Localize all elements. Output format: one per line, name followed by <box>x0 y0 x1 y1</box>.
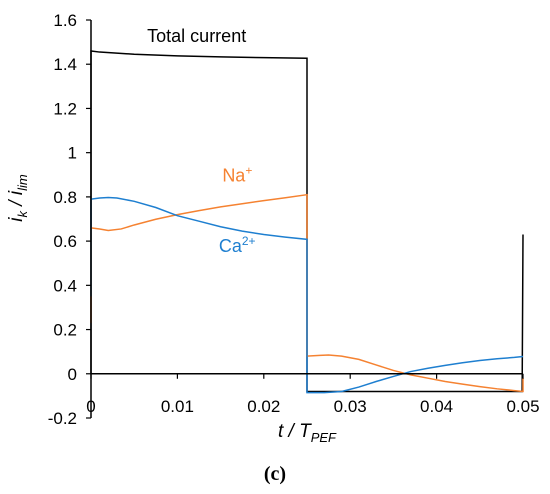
y-tick-label: 0.2 <box>53 321 77 340</box>
annotations: Total current Na+ Ca2+ <box>147 26 255 256</box>
x-tick-label: 0 <box>86 397 95 416</box>
tick-labels: -0.2 0 0.2 0.4 0.6 0.8 1 1.2 1.4 1.6 0 0.01 0.02 0.03… <box>48 11 540 428</box>
y-tick-label: 0.6 <box>53 232 77 251</box>
annotation-total-current: Total current <box>147 26 246 46</box>
axis-titles: t / TPEF ik / ilim (c) <box>6 174 337 485</box>
series-line-na <box>90 193 524 393</box>
x-tick-label: 0.04 <box>420 397 453 416</box>
series-line-ca <box>90 196 524 394</box>
x-tick-label: 0.03 <box>334 397 367 416</box>
x-axis-title: t / TPEF <box>278 421 337 445</box>
annotation-na: Na+ <box>222 163 252 185</box>
y-tick-label: 0.8 <box>53 188 77 207</box>
x-tick-label: 0.05 <box>506 397 539 416</box>
y-tick-label: 1.4 <box>53 55 77 74</box>
y-tick-label: 0 <box>68 365 77 384</box>
x-tick-label: 0.02 <box>247 397 280 416</box>
axes <box>86 19 524 419</box>
series-line-total <box>90 50 524 393</box>
plot-lines <box>90 50 524 394</box>
y-tick-label: 0.4 <box>53 276 77 295</box>
panel-label: (c) <box>264 463 286 485</box>
y-axis-title: ik / ilim <box>6 174 30 222</box>
y-tick-label: -0.2 <box>48 409 77 428</box>
y-tick-label: 1.2 <box>53 99 77 118</box>
y-tick-label: 1 <box>68 144 77 163</box>
x-tick-label: 0.01 <box>161 397 194 416</box>
y-tick-label: 1.6 <box>53 11 77 30</box>
annotation-ca: Ca2+ <box>219 234 256 256</box>
